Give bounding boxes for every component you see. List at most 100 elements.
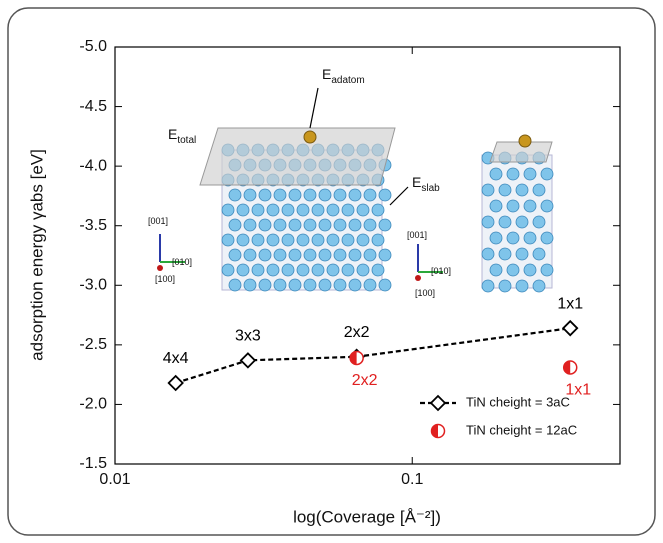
atom — [228, 248, 242, 262]
atom — [326, 263, 340, 277]
atom — [318, 248, 332, 262]
atom — [515, 247, 529, 261]
atom — [348, 218, 362, 232]
atom — [540, 231, 554, 245]
annotation-text: [001] — [148, 216, 168, 226]
legend-marker — [429, 394, 447, 412]
arrow — [309, 87, 319, 129]
atom — [311, 203, 325, 217]
atom — [273, 278, 287, 292]
atom — [489, 231, 503, 245]
atom — [318, 218, 332, 232]
atom — [311, 263, 325, 277]
axis-dot — [415, 275, 421, 281]
atom — [532, 215, 546, 229]
atom — [481, 183, 495, 197]
atom — [523, 199, 537, 213]
annotation: [001] — [148, 216, 168, 226]
atom — [481, 279, 495, 293]
atom — [281, 233, 295, 247]
atom — [489, 263, 503, 277]
atom — [348, 278, 362, 292]
atom — [378, 248, 392, 262]
atom — [506, 263, 520, 277]
atom — [288, 278, 302, 292]
atom — [243, 248, 257, 262]
marker-half — [350, 351, 357, 365]
atom — [236, 233, 250, 247]
atom — [523, 263, 537, 277]
atom — [498, 279, 512, 293]
y-tick-label: -4.0 — [79, 157, 107, 174]
atom — [311, 233, 325, 247]
x-axis-label: log(Coverage [Å⁻²]) — [293, 507, 441, 526]
y-tick-label: -3.5 — [79, 217, 107, 234]
point-label: 1x1 — [557, 295, 583, 312]
atom — [523, 231, 537, 245]
axis-dot — [157, 265, 163, 271]
atom — [258, 248, 272, 262]
annotation-text: E — [322, 66, 331, 82]
data-point — [167, 374, 184, 392]
legend-entry: TiN cheight = 3aC — [420, 394, 570, 412]
atom — [356, 233, 370, 247]
legend-label: TiN cheight = 12aC — [466, 422, 577, 437]
atom — [243, 188, 257, 202]
atom — [341, 263, 355, 277]
point-label: 2x2 — [352, 372, 378, 389]
annotation: [100] — [415, 288, 435, 298]
atom — [489, 167, 503, 181]
annotation-text: E — [412, 174, 421, 190]
surface-plane — [199, 127, 396, 186]
annotation: [010] — [172, 257, 192, 267]
data-point — [561, 319, 579, 337]
annotation: Eadatom — [322, 66, 365, 86]
annotation: [100] — [155, 274, 175, 284]
atom — [333, 248, 347, 262]
atom — [333, 218, 347, 232]
atom — [258, 188, 272, 202]
atom — [378, 278, 392, 292]
data-point — [562, 360, 578, 375]
annotation: [001] — [407, 230, 427, 240]
annotation-text: [010] — [431, 266, 451, 276]
atom — [258, 218, 272, 232]
atom — [243, 218, 257, 232]
atom — [236, 263, 250, 277]
adatom — [303, 130, 317, 144]
annotation: Eslab — [412, 174, 440, 194]
atom — [498, 247, 512, 261]
atom — [540, 199, 554, 213]
atom — [532, 183, 546, 197]
atom — [281, 203, 295, 217]
atom — [288, 218, 302, 232]
atom — [251, 203, 265, 217]
series-line — [175, 327, 571, 385]
annotation: Etotal — [168, 126, 196, 146]
atom — [506, 199, 520, 213]
atom — [228, 218, 242, 232]
legend-marker-half — [431, 424, 438, 438]
atom — [288, 248, 302, 262]
atom — [288, 188, 302, 202]
atom — [363, 278, 377, 292]
atom — [371, 263, 385, 277]
annotation-text: [001] — [407, 230, 427, 240]
atom — [273, 188, 287, 202]
atom — [326, 233, 340, 247]
y-tick-label: -5.0 — [79, 38, 107, 55]
atom — [523, 167, 537, 181]
atom — [251, 263, 265, 277]
atom — [481, 215, 495, 229]
y-tick-label: -2.5 — [79, 336, 107, 353]
atom — [251, 233, 265, 247]
x-tick-label: 0.1 — [401, 471, 423, 488]
atom — [296, 233, 310, 247]
atom — [532, 247, 546, 261]
atom — [356, 263, 370, 277]
atom — [515, 183, 529, 197]
atom — [318, 188, 332, 202]
atom — [341, 203, 355, 217]
atom — [221, 263, 235, 277]
arrow — [389, 186, 409, 206]
